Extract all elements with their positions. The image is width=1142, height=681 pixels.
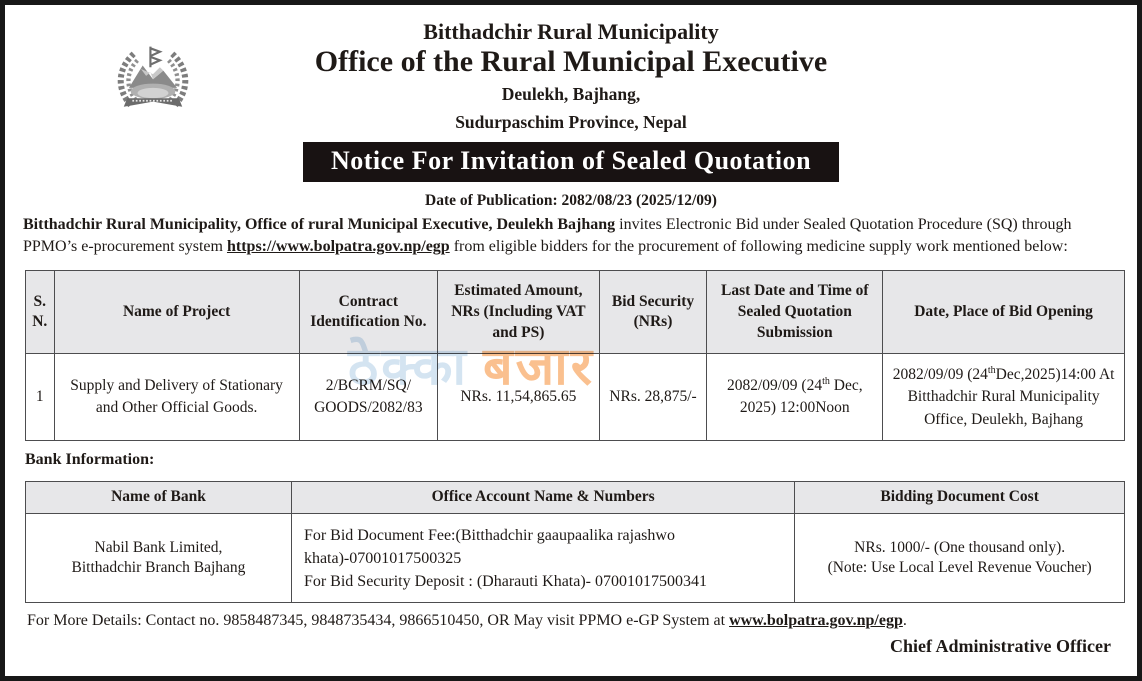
cell-account-numbers: For Bid Document Fee:(Bitthadchir gaaupa… [290,513,796,604]
col-header-bid-security: Bid Security (NRs) [598,270,708,355]
municipality-title: Bitthadchir Rural Municipality [423,19,719,44]
cost-line-1: NRs. 1000/- (One thousand only). [854,539,1066,557]
deposit-account-line: For Bid Security Deposit : (Dharauti Kha… [303,573,707,591]
address-line-2: Sudurpaschim Province, Nepal [455,112,687,133]
opening-date: 2082/09/09 (24 [892,365,988,383]
bank-table-header-row: Name of Bank Office Account Name & Numbe… [25,481,1125,515]
col-header-estimated-amount: Estimated Amount, NRs (Including VAT and… [437,270,600,355]
col-header-submission-deadline: Last Date and Time of Sealed Quotation S… [706,270,884,355]
cell-bid-opening: 2082/09/09 (24thDec,2025)14:00 At Bittha… [882,353,1125,442]
bank-table-row: Nabil Bank Limited, Bitthadchir Branch B… [25,513,1125,604]
fee-account-line: For Bid Document Fee:(Bitthadchir gaaupa… [303,526,675,567]
cell-contract-id: 2/BCRM/SQ/ GOODS/2082/83 [298,353,439,442]
bank-table: Name of Bank Office Account Name & Numbe… [25,481,1125,604]
office-title: Office of the Rural Municipal Executive [314,45,828,79]
more-details-line: For More Details: Contact no. 9858487345… [27,612,1137,630]
footer-text-before-link: For More Details: Contact no. 9858487345… [27,612,730,630]
signature-title: Chief Administrative Officer [890,636,1111,657]
cost-line-2: (Note: Use Local Level Revenue Voucher) [827,559,1092,577]
cell-submission-deadline: 2082/09/09 (24th Dec, 2025) 12:00Noon [706,353,884,442]
col-header-document-cost: Bidding Document Cost [794,481,1125,515]
cell-estimated-amount: NRs. 11,54,865.65 [437,353,600,442]
intro-paragraph: Bitthadchir Rural Municipality, Office o… [23,214,1119,258]
submission-time: Dec, 2025) 12:00Noon [739,376,863,417]
cell-bank-name: Nabil Bank Limited, Bitthadchir Branch B… [25,513,292,604]
intro-text-after-link: from eligible bidders for the procuremen… [449,238,1068,256]
quotation-table-header-row: S. N. Name of Project Contract Identific… [25,270,1125,355]
opening-place: Dec,2025)14:00 At Bitthadchir Rural Muni… [907,365,1115,428]
submission-date: 2082/09/09 (24 [726,376,823,394]
eprocurement-link[interactable]: https://www.bolpatra.gov.np/egp [226,238,450,256]
bank-information-label: Bank Information: [25,451,155,469]
intro-bold-lead: Bitthadchir Rural Municipality, Office o… [23,216,616,234]
nepal-emblem-logo [117,46,189,108]
address-line-1: Deulekh, Bajhang, [501,84,641,105]
col-header-bid-opening: Date, Place of Bid Opening [882,270,1125,355]
document-header: Bitthadchir Rural Municipality Office of… [5,19,1137,133]
quotation-table: S. N. Name of Project Contract Identific… [25,270,1125,442]
cell-sn: 1 [25,353,55,442]
col-header-project-name: Name of Project [53,270,300,355]
intro-text-before-link: invites Electronic Bid under Sealed Quot… [23,216,1072,256]
opening-ordinal: th [987,364,996,376]
notice-banner-title: Notice For Invitation of Sealed Quotatio… [302,142,840,183]
col-header-sn: S. N. [25,270,55,355]
col-header-bank-name: Name of Bank [25,481,292,515]
col-header-contract-id: Contract Identification No. [298,270,439,355]
footer-text-after-link: . [902,612,907,630]
cell-document-cost: NRs. 1000/- (One thousand only). (Note: … [794,513,1125,604]
submission-ordinal: th [822,375,830,387]
publication-date: Date of Publication: 2082/08/23 (2025/12… [425,192,717,210]
cell-project-name: Supply and Delivery of Stationary and Ot… [53,353,300,442]
cell-bid-security: NRs. 28,875/- [598,353,708,442]
bolpatra-link[interactable]: www.bolpatra.gov.np/egp [729,612,903,630]
quotation-table-row: 1 Supply and Delivery of Stationary and … [25,353,1125,442]
col-header-account-numbers: Office Account Name & Numbers [290,481,796,515]
